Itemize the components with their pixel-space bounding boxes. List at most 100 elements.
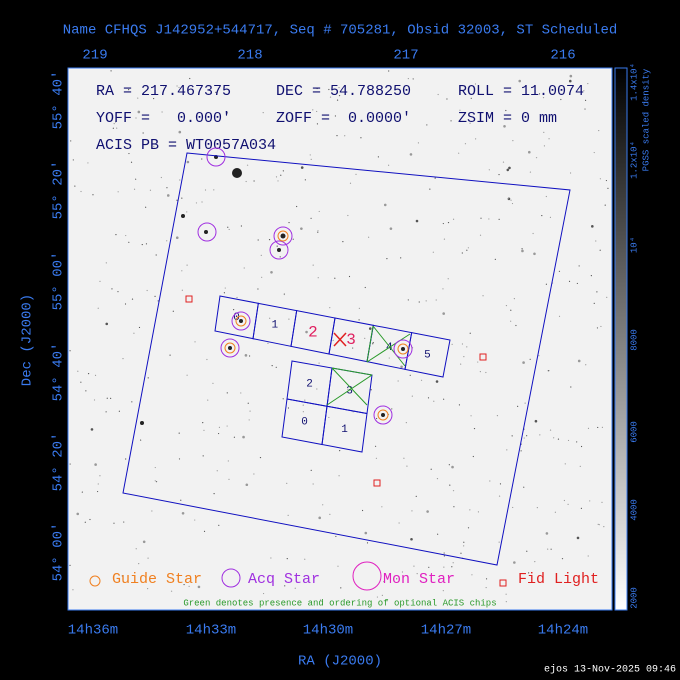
star <box>347 388 349 390</box>
star <box>115 234 117 236</box>
star <box>545 283 547 285</box>
star <box>269 317 271 319</box>
star <box>142 132 144 134</box>
star <box>512 140 514 142</box>
star <box>304 399 306 401</box>
star <box>312 483 314 485</box>
star <box>511 202 514 205</box>
star <box>197 585 201 589</box>
star <box>386 258 388 260</box>
star <box>227 226 229 228</box>
star <box>598 129 600 132</box>
star <box>203 530 206 532</box>
star <box>288 318 290 320</box>
star <box>169 354 171 356</box>
star <box>300 166 304 169</box>
left-tick-label: 55° 40' <box>51 71 67 130</box>
star <box>117 291 119 293</box>
star <box>436 478 439 480</box>
star <box>226 392 228 394</box>
star <box>603 525 605 528</box>
star <box>596 327 599 329</box>
star <box>226 425 228 427</box>
star <box>593 302 595 305</box>
star <box>381 506 383 508</box>
star <box>283 293 285 296</box>
star <box>584 108 586 110</box>
star <box>244 354 248 357</box>
bottom-tick-label: 14h27m <box>421 623 471 639</box>
star <box>579 465 581 467</box>
star <box>181 511 185 515</box>
star <box>218 426 221 428</box>
star <box>154 295 156 297</box>
star <box>87 373 90 375</box>
star <box>375 457 378 459</box>
legend-guide: Guide Star <box>112 571 202 588</box>
star <box>97 307 99 309</box>
optional-chip-mark <box>366 325 411 367</box>
top-tick-label: 217 <box>393 48 418 64</box>
star <box>396 578 398 580</box>
acq-star <box>206 147 226 167</box>
star <box>469 122 471 124</box>
star <box>246 164 249 166</box>
catalog-stars <box>185 147 487 487</box>
star <box>245 180 247 183</box>
star <box>110 397 112 399</box>
star <box>522 361 525 364</box>
star <box>580 507 582 509</box>
star <box>542 97 545 99</box>
star <box>242 435 245 439</box>
star <box>505 601 507 603</box>
acq-star <box>393 339 413 359</box>
star <box>277 180 279 182</box>
bright-star <box>280 233 286 239</box>
star <box>355 173 357 175</box>
star <box>451 343 453 345</box>
star <box>259 456 262 459</box>
star <box>461 343 464 345</box>
star <box>122 358 124 360</box>
star <box>72 589 74 591</box>
star <box>433 400 435 402</box>
star <box>329 307 331 309</box>
star <box>543 131 545 133</box>
star <box>543 145 546 147</box>
left-tick-label: 55° 20' <box>51 161 67 220</box>
star <box>451 465 454 469</box>
chip-label: 1 <box>341 424 348 436</box>
star <box>335 535 337 538</box>
guide-star <box>277 230 289 242</box>
star <box>545 532 549 535</box>
star <box>114 121 117 123</box>
star <box>328 416 330 419</box>
star <box>141 243 143 246</box>
star <box>215 91 217 93</box>
star <box>372 343 374 345</box>
star <box>245 483 249 487</box>
star <box>161 111 163 113</box>
star <box>517 405 519 408</box>
star <box>340 587 342 589</box>
star <box>188 585 190 587</box>
star <box>443 238 446 240</box>
star <box>498 218 500 220</box>
star <box>467 247 469 249</box>
star <box>463 356 465 358</box>
star <box>338 475 340 477</box>
star <box>570 386 572 388</box>
star <box>292 238 294 240</box>
star <box>334 115 337 117</box>
star <box>442 312 445 315</box>
star <box>549 429 552 431</box>
star <box>175 236 179 240</box>
star <box>532 232 534 235</box>
star <box>498 495 501 497</box>
star <box>364 286 366 289</box>
star <box>383 581 385 583</box>
star <box>201 158 203 160</box>
star <box>472 455 474 458</box>
star <box>131 401 133 403</box>
star <box>305 330 308 334</box>
